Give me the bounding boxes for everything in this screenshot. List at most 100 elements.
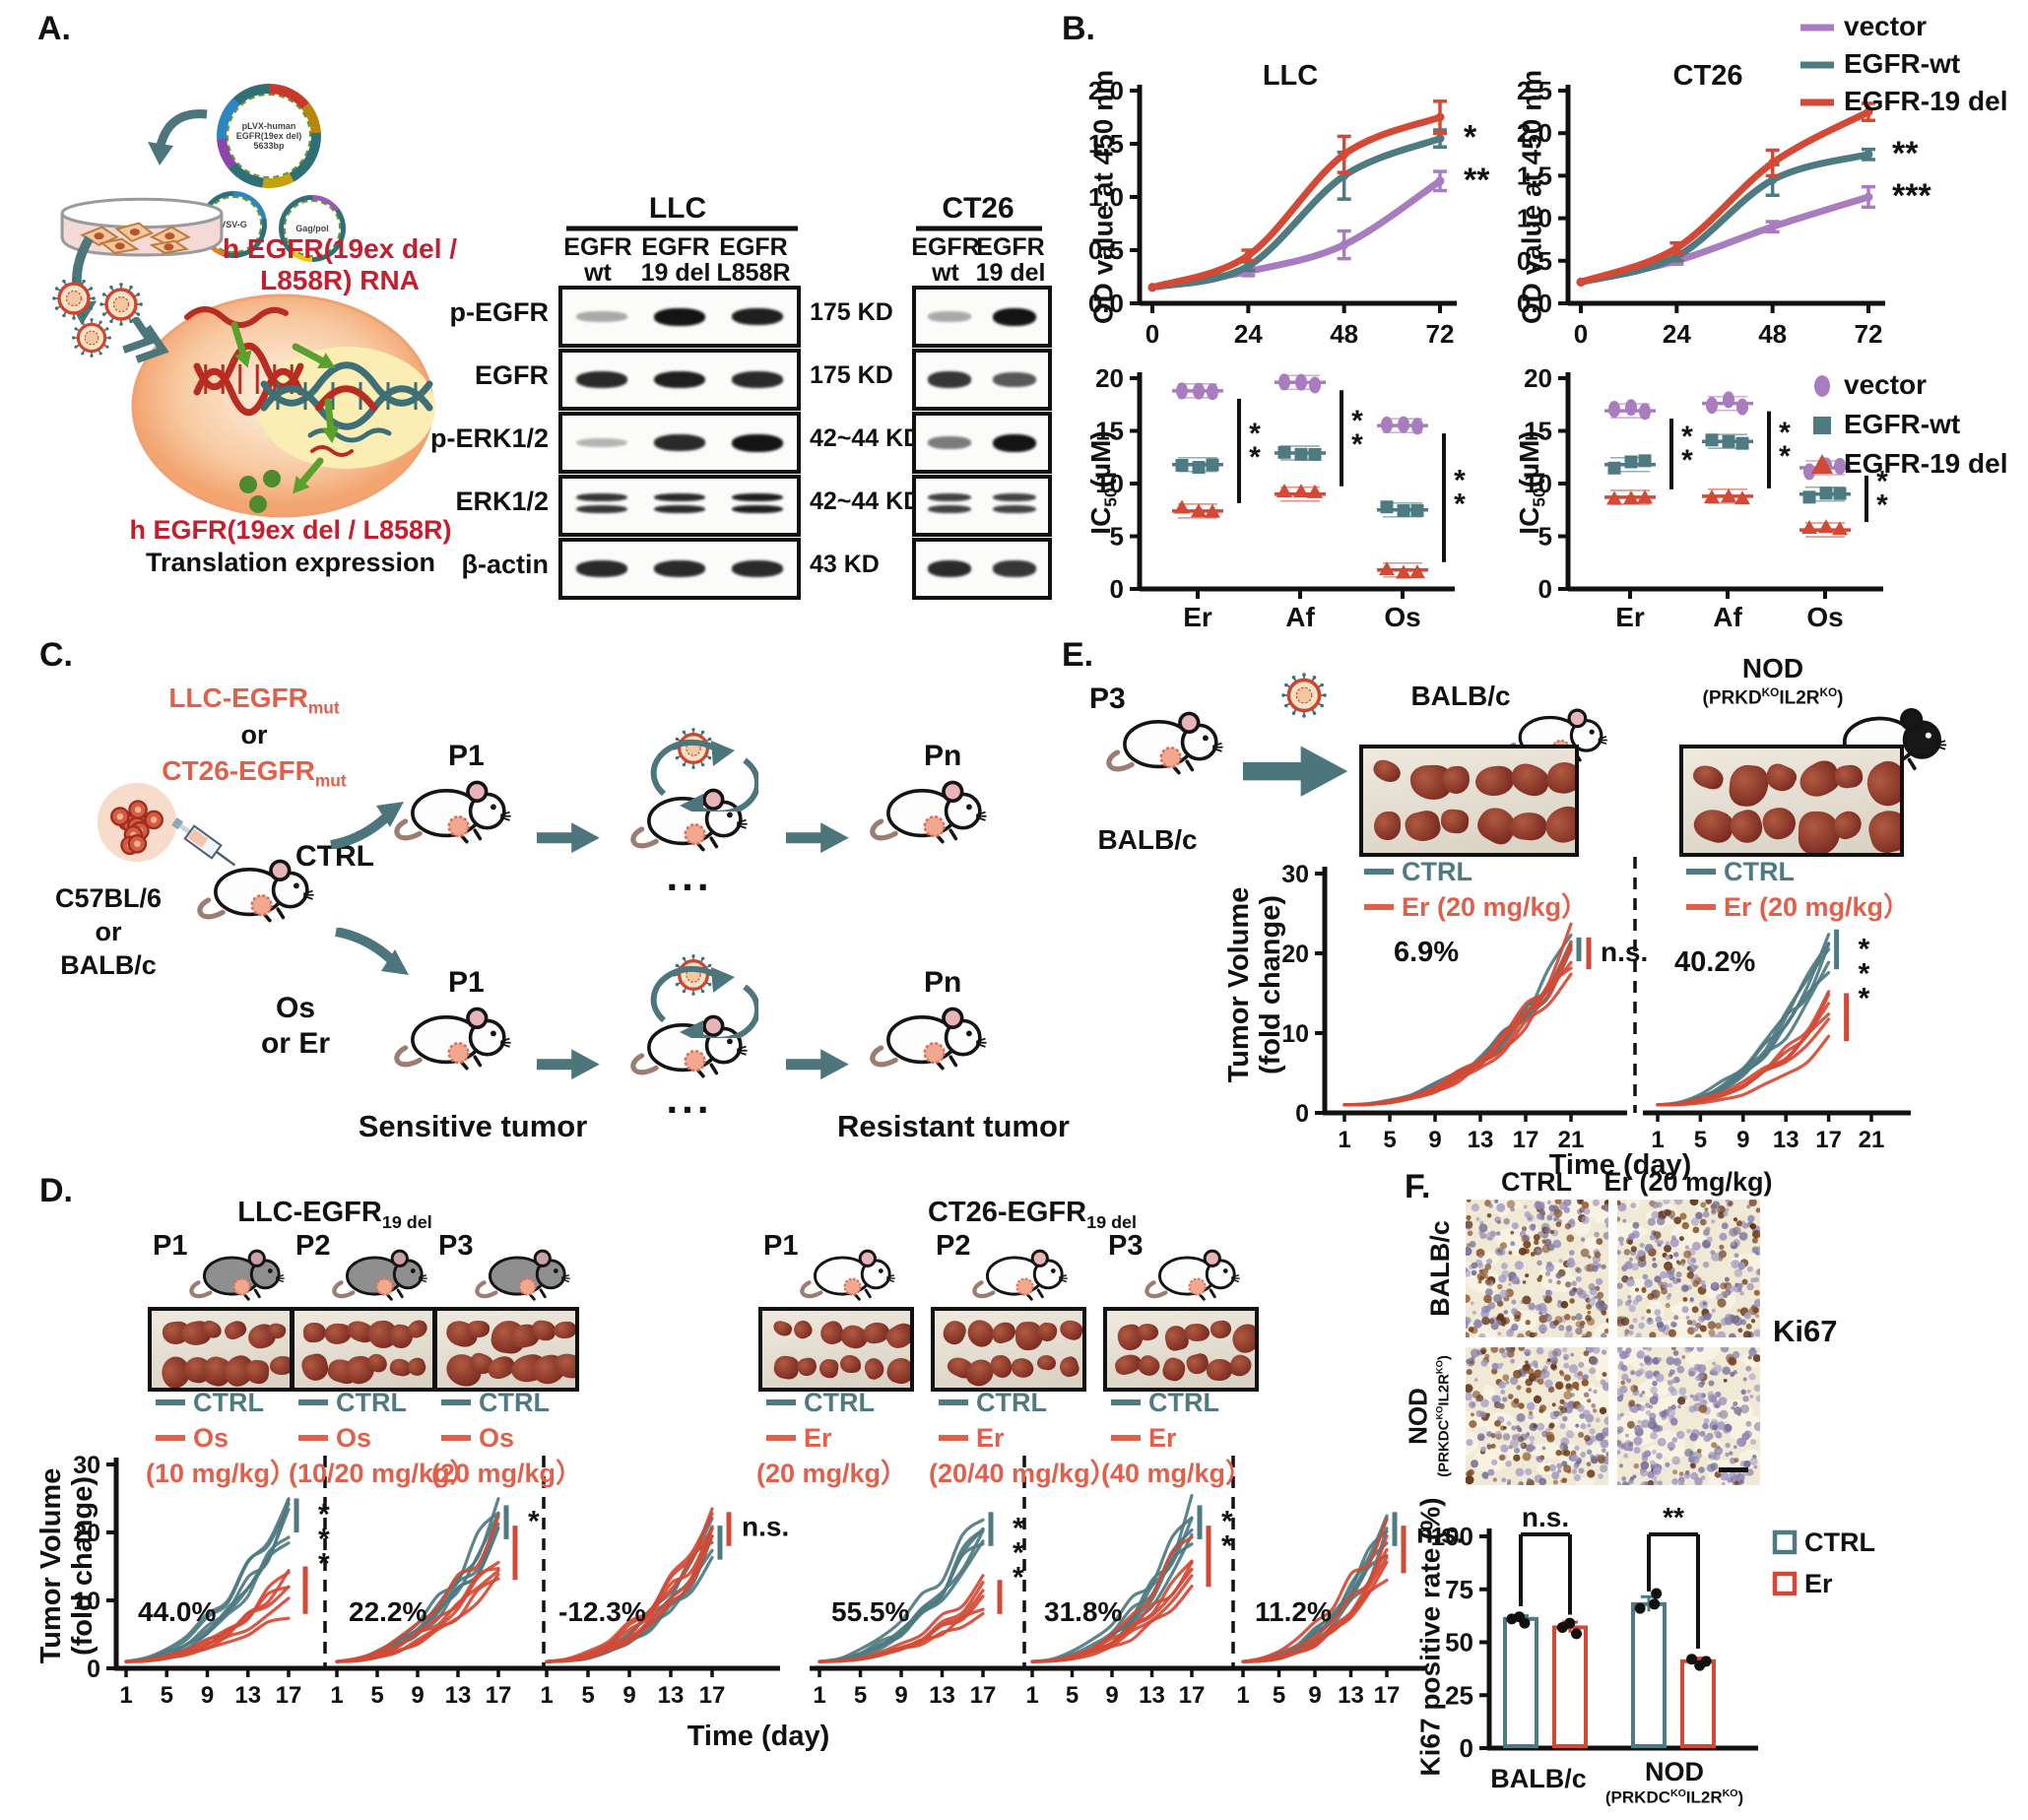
- svg-text:24: 24: [1234, 319, 1263, 349]
- panel-label-a: A.: [37, 10, 71, 47]
- plasmid-gagpol-label: Gag/pol: [284, 200, 341, 257]
- svg-text:0: 0: [1110, 574, 1124, 604]
- blot-lane-label: EGFR: [976, 233, 1045, 261]
- blot-kd-label: 42~44 KD: [810, 423, 922, 452]
- b-ic50-legend-label: EGFR-19 del: [1844, 448, 2008, 479]
- svg-text:*: *: [318, 1524, 330, 1556]
- svg-text:30: 30: [73, 1452, 100, 1479]
- sensitive-tumor-label: Sensitive tumor: [358, 1109, 588, 1143]
- recycle-arrows-icon: [650, 733, 758, 812]
- mouse-icon: [1101, 701, 1234, 781]
- svg-text:9: 9: [1428, 1127, 1441, 1153]
- panel-label-d: D.: [39, 1172, 73, 1209]
- passage-p1-top: P1: [448, 740, 485, 772]
- e-pct-left: 6.9%: [1394, 937, 1460, 968]
- svg-text:17: 17: [1179, 1682, 1206, 1709]
- mouse-icon: [185, 1241, 294, 1306]
- svg-text:5: 5: [1383, 1127, 1396, 1153]
- cellline-llc-label: LLC-EGFRmut: [168, 682, 340, 718]
- svg-text:1: 1: [540, 1682, 553, 1709]
- d-pct-label: 44.0%: [138, 1596, 217, 1627]
- svg-text:*: *: [1013, 1512, 1024, 1544]
- ellipsis-bottom: ...: [666, 1075, 713, 1122]
- rx-branch-line2: or Er: [260, 1027, 331, 1060]
- western-blot-box: [912, 475, 1052, 537]
- b-legend-label: EGFR-19 del: [1844, 86, 2008, 116]
- svg-text:5: 5: [1273, 1682, 1285, 1709]
- svg-text:*: *: [1779, 417, 1791, 449]
- svg-text:13: 13: [1773, 1127, 1799, 1153]
- western-blot-box: [912, 412, 1052, 474]
- f-group1-label: BALB/c: [1490, 1764, 1587, 1793]
- blot-row-label: ERK1/2: [455, 486, 549, 516]
- svg-text:*: *: [1779, 440, 1791, 473]
- svg-text:5: 5: [161, 1682, 173, 1709]
- d-pct-label: 55.5%: [831, 1596, 910, 1627]
- svg-text:n.s.: n.s.: [1601, 937, 1648, 967]
- svg-text:50: 50: [1445, 1628, 1473, 1658]
- d-passage-label: P3: [1108, 1230, 1144, 1262]
- svg-text:Af: Af: [1285, 602, 1315, 632]
- d-legend-dose: (20 mg/kg）: [756, 1459, 908, 1488]
- tumor-photo: [291, 1307, 436, 1392]
- e-ylabel-line2: (fold change): [1254, 894, 1286, 1075]
- d-llc-title: LLC-EGFR19 del: [237, 1197, 432, 1232]
- blot-kd-label: 175 KD: [810, 297, 893, 326]
- blot-row-label: p-EGFR: [449, 296, 550, 327]
- svg-text:48: 48: [1330, 319, 1358, 349]
- svg-text:Er: Er: [1183, 602, 1212, 632]
- b-ic50-ylabel: IC50(µM): [1085, 430, 1121, 535]
- svg-text:13: 13: [1338, 1682, 1364, 1709]
- arrow-passage-icon: [786, 1046, 851, 1082]
- translation-label-line1: h EGFR(19ex del / L858R): [129, 515, 452, 545]
- recycle-arrows-icon: [650, 959, 758, 1038]
- arrow-ctrl-branch-icon: [325, 800, 404, 849]
- svg-text:13: 13: [929, 1682, 955, 1709]
- blot-lane-label: EGFR: [563, 233, 632, 261]
- svg-text:5: 5: [370, 1682, 383, 1709]
- svg-text:48: 48: [1758, 319, 1787, 349]
- d-ct26-title: CT26-EGFR19 del: [927, 1197, 1138, 1232]
- blot-kd-label: 42~44 KD: [810, 487, 922, 515]
- d-pct-label: -12.3%: [558, 1596, 646, 1627]
- blot-lane-label: wt: [584, 259, 612, 287]
- passage-pn-bottom: Pn: [924, 966, 962, 999]
- d-legend-rx: Os: [336, 1423, 372, 1453]
- d-legend-rx: Er: [804, 1423, 832, 1453]
- virus-icon: [98, 282, 144, 327]
- svg-text:9: 9: [411, 1682, 424, 1709]
- svg-text:13: 13: [1139, 1682, 1165, 1709]
- svg-text:1: 1: [1236, 1682, 1249, 1709]
- e-host2-genotype: (PRKDKOIL2RKO): [1702, 686, 1844, 709]
- svg-text:n.s.: n.s.: [1522, 1502, 1569, 1532]
- svg-text:*: *: [1013, 1561, 1024, 1593]
- arrow-plasmid-to-dish-icon: [138, 106, 217, 175]
- svg-text:13: 13: [234, 1682, 261, 1709]
- svg-text:*: *: [1249, 441, 1261, 474]
- svg-text:*: *: [1221, 1529, 1233, 1562]
- plasmid-main-label: pLVX-human EGFR(19ex del) 5633bp: [226, 93, 312, 179]
- d-legend-dose: (40 mg/kg）: [1101, 1459, 1253, 1488]
- host-line2: or: [95, 917, 122, 946]
- d-passage-label: P2: [295, 1230, 331, 1262]
- b-ic50-legend-label: EGFR-wt: [1844, 409, 1961, 439]
- f-legend-label: CTRL: [1804, 1528, 1875, 1557]
- svg-text:9: 9: [201, 1682, 214, 1709]
- panel-label-c: C.: [39, 636, 73, 674]
- svg-text:*: *: [318, 1548, 330, 1581]
- blot-lane-label: EGFR: [641, 233, 710, 261]
- b-ylabel: OD value at 450 nm: [1087, 69, 1119, 325]
- d-pct-label: 22.2%: [349, 1596, 427, 1627]
- host-line1: C57BL/6: [54, 883, 163, 913]
- f-row2-genotype: (PRKDCKOIL2RKO): [1434, 1355, 1453, 1477]
- host-line3: BALB/c: [60, 950, 157, 980]
- d-passage-label: P1: [763, 1230, 799, 1262]
- scalebar: [1719, 1467, 1748, 1472]
- blot-lane-label: EGFR: [719, 233, 788, 261]
- svg-text:**: **: [1464, 162, 1490, 199]
- e-legend-ctrl: CTRL: [1402, 857, 1472, 886]
- svg-text:9: 9: [1105, 1682, 1118, 1709]
- blot-lane-label: L858R: [716, 259, 791, 287]
- svg-text:*: *: [1876, 489, 1888, 522]
- blot-row-label: EGFR: [474, 359, 549, 390]
